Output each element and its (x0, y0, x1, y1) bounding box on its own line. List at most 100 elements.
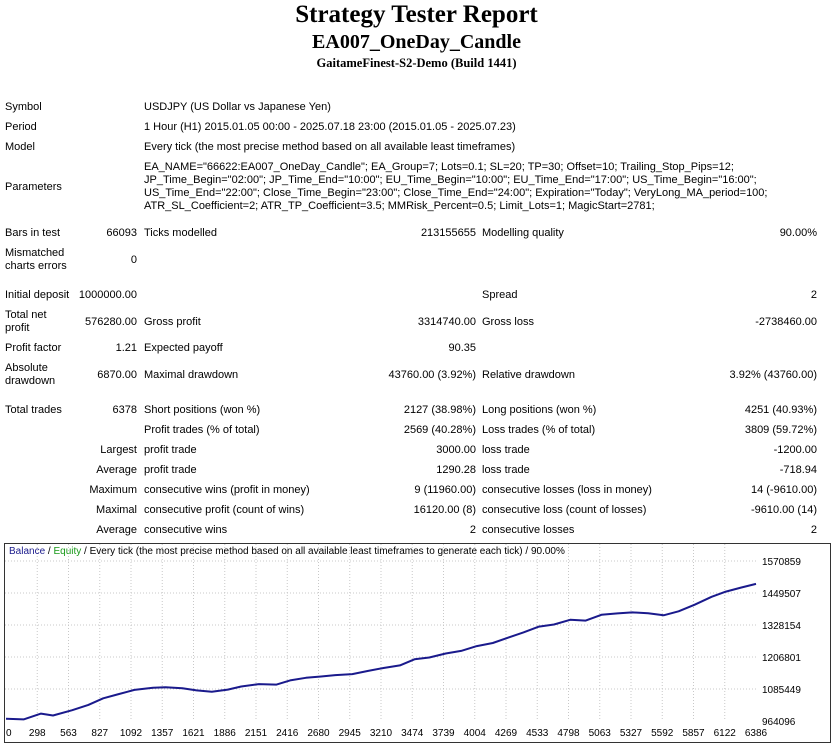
x-tick-label: 3474 (401, 728, 424, 739)
server-build: GaitameFinest-S2-Demo (Build 1441) (316, 56, 517, 70)
grossprofit-label: Gross profit (144, 316, 201, 328)
alt-label: loss trade (482, 464, 530, 476)
mcw-label: consecutive wins (profit in money) (144, 484, 310, 496)
lt-label: Loss trades (% of total) (482, 424, 596, 436)
x-tick-label: 3210 (370, 728, 393, 739)
x-tick-label: 3739 (432, 728, 455, 739)
model-value: Every tick (the most precise method base… (144, 141, 516, 153)
pf-value: 1.21 (115, 342, 137, 354)
long-value: 4251 (40.93%) (744, 404, 817, 416)
average-label: Average (96, 464, 137, 476)
x-tick-label: 5857 (682, 728, 705, 739)
lt-value: 3809 (59.72%) (744, 424, 817, 436)
grossloss-value: -2738460.00 (755, 316, 817, 328)
mismatch-value: 0 (130, 254, 137, 266)
largest-label: Largest (100, 444, 137, 456)
absdd-value: 6870.00 (97, 369, 137, 381)
x-tick-label: 4004 (464, 728, 487, 739)
short-label: Short positions (won %) (144, 404, 261, 416)
x-tick-label: 0 (6, 728, 12, 739)
llt-value: -1200.00 (773, 444, 817, 456)
y-tick-label: 1570859 (762, 557, 801, 568)
maxdd-label: Maximal drawdown (144, 369, 239, 381)
x-tick-label: 6122 (714, 728, 737, 739)
netprofit-label: Total net profit (5, 309, 47, 334)
trades-label: Total trades (5, 404, 62, 416)
x-tick-label: 2416 (276, 728, 299, 739)
expert-name: EA007_OneDay_Candle (312, 31, 521, 53)
apt-label: profit trade (144, 464, 197, 476)
bars-value: 66093 (106, 227, 137, 239)
pt-label: Profit trades (% of total) (144, 424, 260, 436)
balance-chart: 0 298 563 827 1092 1357 1621 1886 2151 2416 2680 29… (4, 543, 831, 743)
x-tick-label: 4269 (495, 728, 518, 739)
acl-value: 2 (810, 524, 817, 536)
parameters-line-3: US_Time_End="22:00"; Close_Time_Begin="2… (144, 187, 768, 199)
report-title: Strategy Tester Report (295, 1, 538, 28)
ep-label: Expected payoff (144, 342, 223, 354)
absdd-label: Absolute drawdown (5, 362, 56, 387)
mclc-label: consecutive loss (count of losses) (482, 504, 647, 516)
quality-value: 90.00% (779, 227, 817, 239)
grossprofit-value: 3314740.00 (417, 316, 476, 328)
parameters-line-4: ATR_SL_Coefficient=2; ATR_TP_Coefficient… (144, 200, 655, 212)
x-tick-label: 1886 (214, 728, 237, 739)
x-tick-label: 2945 (339, 728, 362, 739)
mcl-label: consecutive losses (loss in money) (482, 484, 652, 496)
acl-label: consecutive losses (482, 524, 575, 536)
trades-value: 6378 (112, 404, 137, 416)
x-tick-label: 1621 (182, 728, 205, 739)
maximal-label: Maximal (96, 504, 137, 516)
model-label: Model (5, 141, 35, 153)
maxdd-value: 43760.00 (3.92%) (388, 369, 476, 381)
y-tick-label: 964096 (762, 717, 796, 728)
period-label: Period (5, 121, 37, 133)
lpt-value: 3000.00 (436, 444, 476, 456)
lpt-label: profit trade (144, 444, 197, 456)
bars-label: Bars in test (5, 227, 61, 239)
alt-value: -718.94 (779, 464, 817, 476)
pt-value: 2569 (40.28%) (403, 424, 476, 436)
x-tick-label: 4798 (557, 728, 580, 739)
grossloss-label: Gross loss (482, 316, 534, 328)
mismatch-label: Mismatched charts errors (5, 247, 67, 272)
pf-label: Profit factor (5, 342, 62, 354)
llt-label: loss trade (482, 444, 530, 456)
spread-label: Spread (482, 289, 518, 301)
y-tick-label: 1449507 (762, 589, 801, 600)
y-tick-label: 1085449 (762, 685, 801, 696)
y-tick-label: 1328154 (762, 621, 801, 632)
legend-sep-2: / (522, 546, 531, 557)
legend-quality: 90.00% (530, 546, 565, 557)
x-tick-label: 827 (91, 728, 108, 739)
ticks-value: 213155655 (420, 227, 476, 239)
acw-value: 2 (469, 524, 476, 536)
mcw-value: 9 (11960.00) (414, 484, 476, 496)
spread-value: 2 (810, 289, 817, 301)
mclc-value: -9610.00 (14) (750, 504, 817, 516)
chart-frame (4, 543, 831, 743)
short-value: 2127 (38.98%) (403, 404, 476, 416)
mcp-label: consecutive profit (count of wins) (144, 504, 305, 516)
legend-description: / Every tick (the most precise method ba… (81, 546, 523, 557)
period-value: 1 Hour (H1) 2015.01.05 00:00 - 2025.07.1… (144, 121, 516, 133)
netprofit-value: 576280.00 (85, 316, 137, 328)
x-tick-label: 1092 (120, 728, 143, 739)
mcl-value: 14 (-9610.00) (750, 484, 817, 496)
x-tick-label: 5063 (589, 728, 612, 739)
parameters-label: Parameters (5, 181, 62, 193)
x-tick-label: 6386 (745, 728, 768, 739)
reldd-label: Relative drawdown (482, 369, 575, 381)
parameters-line-1: EA_NAME="66622:EA007_OneDay_Candle"; EA_… (144, 161, 734, 173)
x-tick-label: 563 (60, 728, 77, 739)
apt-value: 1290.28 (436, 464, 476, 476)
legend-sep-1: / (45, 546, 54, 557)
x-tick-label: 4533 (526, 728, 549, 739)
chart-legend: Balance / Equity / Every tick (the most … (9, 546, 565, 557)
mcp-value: 16120.00 (8) (413, 504, 476, 516)
ep-value: 90.35 (448, 342, 476, 354)
x-tick-label: 2151 (245, 728, 268, 739)
x-tick-label: 5592 (651, 728, 674, 739)
ticks-label: Ticks modelled (144, 227, 217, 239)
deposit-label: Initial deposit (5, 289, 70, 301)
